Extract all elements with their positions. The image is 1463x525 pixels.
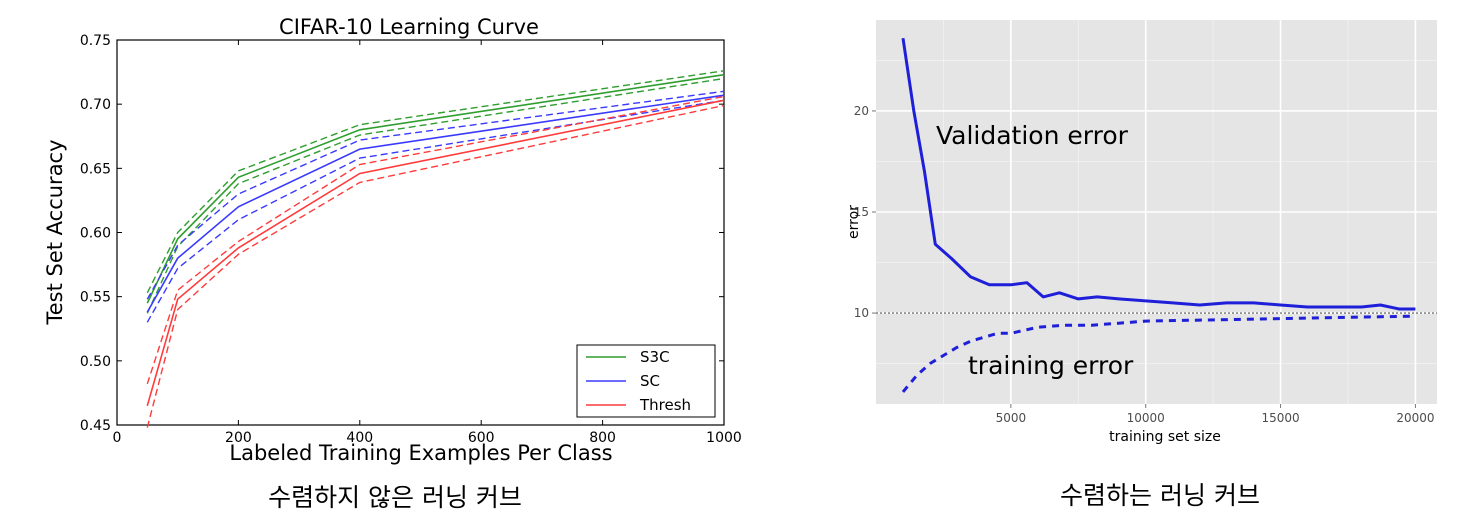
left-y-tick-label: 0.45 <box>80 418 111 434</box>
legend-label-thresh: Thresh <box>639 396 691 414</box>
thresh-lower-bound-line <box>146 104 725 428</box>
right-chart: 5000 10000 15000 20000 10 15 20 Validation err… <box>846 20 1437 510</box>
s3c-upper-bound-line <box>146 70 725 294</box>
right-y-tick-label: 20 <box>854 104 869 118</box>
left-y-tick-label: 0.50 <box>80 354 111 370</box>
legend-label-sc: SC <box>640 372 660 390</box>
s3c-series-line <box>146 73 725 304</box>
left-chart: CIFAR-10 Learning Curve 0 200 400 600 800 100… <box>43 15 742 512</box>
right-axis-ticks: 5000 10000 15000 20000 10 15 20 <box>854 104 1435 425</box>
left-y-tick-label: 0.75 <box>80 33 111 49</box>
training-error-annotation: training error <box>968 351 1134 380</box>
left-y-tick-label: 0.60 <box>80 226 111 242</box>
sc-upper-bound-line <box>146 90 725 300</box>
s3c-lower-bound-line <box>146 77 725 314</box>
left-legend: S3C SC Thresh <box>576 344 716 418</box>
validation-error-annotation: Validation error <box>936 121 1129 150</box>
left-y-tick-label: 0.55 <box>80 290 111 306</box>
training-error-line <box>901 314 1416 393</box>
left-x-tick-label: 200 <box>225 430 252 446</box>
right-x-tick-label: 15000 <box>1261 411 1299 425</box>
right-caption: 수렴하는 러닝 커브 <box>1060 481 1260 510</box>
right-x-tick-label: 5000 <box>996 411 1027 425</box>
left-series-lines <box>146 70 725 428</box>
sc-lower-bound-line <box>146 99 725 323</box>
sc-series-line <box>146 94 725 313</box>
right-x-tick-label: 20000 <box>1396 411 1434 425</box>
right-x-tick-label: 10000 <box>1127 411 1165 425</box>
validation-error-line <box>901 37 1416 311</box>
left-y-tick-label: 0.65 <box>80 161 111 177</box>
right-series-lines <box>901 37 1416 393</box>
legend-label-s3c: S3C <box>640 348 670 366</box>
left-y-axis-label: Test Set Accuracy <box>43 139 67 325</box>
left-chart-title: CIFAR-10 Learning Curve <box>279 15 539 39</box>
left-x-tick-label: 400 <box>346 430 373 446</box>
right-grid <box>876 20 1437 404</box>
right-y-tick-label: 15 <box>854 205 869 219</box>
left-axis-ticks: 0 200 400 600 800 1000 0.45 0.50 0.55 0.60 0.65 0.7… <box>80 33 742 446</box>
left-x-tick-label: 1000 <box>706 430 742 446</box>
left-x-tick-label: 800 <box>589 430 616 446</box>
thresh-series-line <box>146 99 725 407</box>
right-x-axis-label: training set size <box>1109 429 1221 445</box>
left-x-axis-label: Labeled Training Examples Per Class <box>229 441 612 465</box>
right-y-axis-label: error <box>846 205 862 239</box>
left-caption: 수렴하지 않은 러닝 커브 <box>268 483 522 512</box>
right-y-tick-label: 10 <box>854 306 869 320</box>
left-x-tick-label: 600 <box>468 430 495 446</box>
thresh-upper-bound-line <box>146 95 725 385</box>
left-x-tick-label: 0 <box>113 430 122 446</box>
left-y-tick-label: 0.70 <box>80 97 111 113</box>
